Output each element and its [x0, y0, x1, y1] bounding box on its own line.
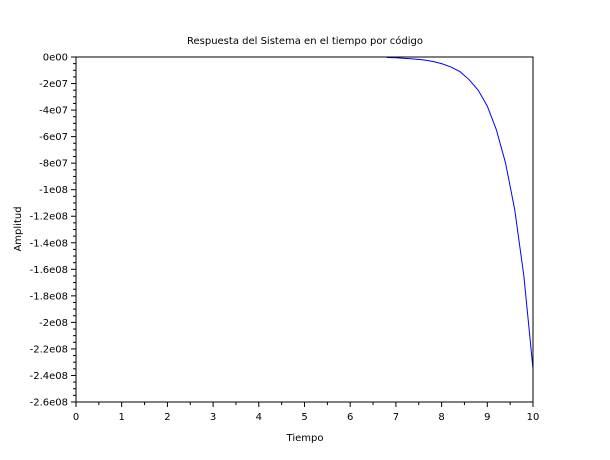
x-tick-label: 7 [393, 412, 399, 423]
x-tick-label: 5 [301, 412, 307, 423]
y-tick-label: -2.2e08 [30, 344, 68, 355]
y-tick-label: 0e00 [43, 53, 68, 64]
x-tick-label: 1 [119, 412, 125, 423]
x-tick-label: 2 [164, 412, 170, 423]
y-tick-label: -1.4e08 [30, 238, 68, 249]
plot-series [386, 57, 534, 369]
y-tick-label: -1e08 [39, 185, 68, 196]
series-line [386, 57, 534, 369]
y-tick-label: -2e07 [39, 79, 68, 90]
plot-frame [75, 56, 534, 403]
y-tick-label: -2.4e08 [30, 371, 68, 382]
y-axis-label: Amplitud [13, 206, 24, 251]
x-tick-label: 4 [256, 412, 262, 423]
y-axis: 0e00 -2e07 -4e07 -6e07 -8e07 -1e08 -1.2e08 -1.4… [30, 53, 76, 409]
y-tick-label: -1.6e08 [30, 265, 68, 276]
x-axis: 0 1 2 3 4 5 6 7 8 9 10 [73, 402, 540, 423]
y-tick-label: -1.2e08 [30, 212, 68, 223]
chart-title: Respuesta del Sistema en el tiempo por c… [187, 35, 423, 47]
x-tick-label: 3 [210, 412, 216, 423]
x-tick-label: 6 [347, 412, 353, 423]
y-tick-label: -1.8e08 [30, 291, 68, 302]
y-tick-label: -2.6e08 [30, 398, 68, 409]
y-tick-label: -6e07 [39, 132, 68, 143]
x-tick-label: 9 [484, 412, 490, 423]
x-tick-label: 8 [438, 412, 444, 423]
y-tick-label: -4e07 [39, 106, 68, 117]
y-tick-label: -2e08 [39, 318, 68, 329]
x-tick-label: 0 [73, 412, 79, 423]
x-axis-label: Tiempo [286, 433, 324, 444]
y-tick-label: -8e07 [39, 159, 68, 170]
x-tick-label: 10 [527, 412, 540, 423]
